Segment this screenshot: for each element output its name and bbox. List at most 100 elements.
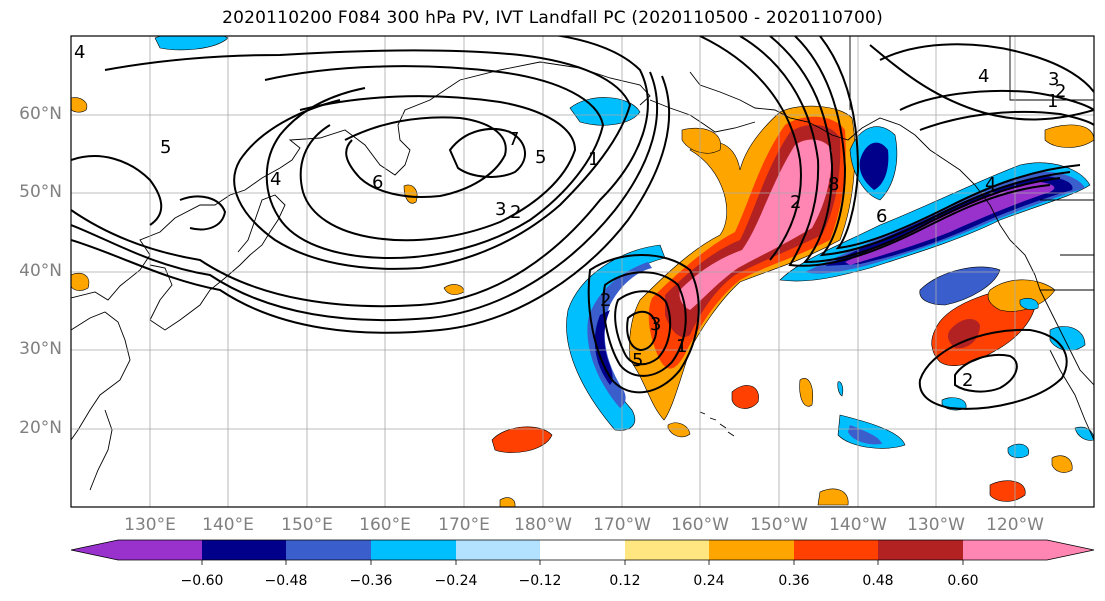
contour-14	[794, 36, 1071, 257]
contour-3	[71, 75, 670, 334]
contour-20	[587, 254, 700, 394]
contour-label: 5	[632, 350, 643, 371]
colorbar-swatch	[540, 540, 625, 560]
contour-10	[179, 195, 227, 231]
map-frame	[70, 35, 1095, 508]
contour-label: 2	[600, 290, 611, 311]
colorbar-label: 0.24	[693, 573, 725, 589]
lon-label-160w: 160°W	[671, 515, 729, 535]
contour-16	[869, 44, 1094, 121]
colorbar-label: 0.60	[947, 573, 979, 589]
blob-20n-small	[667, 422, 691, 438]
blob-west-60n	[71, 97, 88, 113]
negative-blob-140w	[919, 266, 1001, 306]
positive-blob-east-core	[947, 318, 980, 349]
lon-label-140e: 140°E	[202, 515, 254, 535]
contour-label: 2	[790, 192, 801, 213]
contour-4	[104, 49, 632, 270]
lon-label-170e: 170°E	[438, 515, 490, 535]
colorbar-label: 0.36	[778, 573, 810, 589]
contour-label: 2	[962, 370, 973, 391]
contour-1	[71, 36, 649, 308]
lat-label-20n: 20°N	[19, 418, 62, 438]
colorbar-swatch	[878, 540, 963, 560]
colorbar-label: −0.48	[264, 573, 308, 589]
contour-labels: 4 5 4 6 7 5 3 2 1 3 2 1 4 2 8 6 4 2 3 5 …	[74, 42, 1066, 391]
figure-title: 2020110200 F084 300 hPa PV, IVT Landfall…	[222, 8, 883, 28]
contour-label: 4	[270, 169, 281, 190]
colorbar-extend-left	[71, 540, 118, 560]
contour-label: 4	[978, 66, 989, 87]
lon-label-150e: 150°E	[281, 515, 333, 535]
lon-label-130w: 130°W	[907, 515, 965, 535]
blob-22n-170e	[491, 426, 553, 453]
colorbar-swatch	[709, 540, 794, 560]
colorbar	[70, 539, 1095, 565]
blob-neg-se	[1007, 443, 1029, 459]
contour-13	[769, 36, 1061, 264]
contour-label: 7	[508, 129, 519, 150]
colorbar-swatch	[202, 540, 286, 560]
blob-south-1	[989, 480, 1026, 502]
lon-label-120w: 120°W	[986, 515, 1044, 535]
blob-aleutian	[569, 97, 641, 126]
negative-anomaly-navy-north	[859, 142, 889, 190]
blob-south-2	[1051, 455, 1073, 473]
contour-label: 8	[828, 174, 839, 195]
contour-9	[71, 155, 163, 226]
colorbar-extend-right	[1047, 540, 1094, 560]
contour-5	[264, 65, 605, 260]
contour-label: 5	[160, 137, 171, 158]
lon-label-130e: 130°E	[124, 515, 176, 535]
colorbar-label: −0.36	[349, 573, 393, 589]
contour-17	[879, 43, 1094, 93]
blob-orange-170w	[681, 127, 721, 154]
coast-china	[71, 311, 131, 441]
colorbar-swatch	[371, 540, 456, 560]
lat-label-40n: 40°N	[19, 261, 62, 281]
contour-11	[699, 36, 802, 261]
contour-label: 1	[676, 336, 687, 357]
blob-25n-150w-b	[799, 378, 813, 407]
colorbar-label: −0.24	[434, 573, 478, 589]
graticule	[71, 36, 1094, 507]
colorbar-swatch	[118, 540, 202, 560]
coast-philippines	[89, 409, 113, 491]
contour-label: 5	[535, 147, 546, 168]
colorbar-swatch	[963, 540, 1047, 560]
pv-contours	[71, 36, 1094, 410]
contour-6	[299, 95, 577, 242]
coastlines	[71, 36, 1094, 491]
coast-hawaii	[699, 411, 735, 437]
contour-19	[919, 110, 1094, 131]
blob-neg-20n-core	[848, 425, 882, 445]
contour-21	[602, 271, 687, 377]
contour-label: 6	[876, 206, 887, 227]
contour-25	[954, 354, 1018, 393]
blob-25n-150w	[731, 385, 759, 409]
colorbar-label: 0.12	[609, 573, 641, 589]
colorbar-label: −0.12	[518, 573, 562, 589]
contour-label: 3	[650, 314, 661, 335]
colorbar-swatch	[625, 540, 709, 560]
coast-alaska	[689, 71, 1094, 386]
contour-label: 4	[985, 174, 996, 195]
contour-label: 3	[1048, 69, 1059, 90]
contour-label: 1	[1047, 91, 1058, 112]
colorbar-label: 0.48	[862, 573, 894, 589]
contour-15	[819, 36, 1081, 250]
colorbar-label: −0.60	[180, 573, 224, 589]
negative-crescent-navy	[594, 310, 613, 385]
contour-22	[614, 290, 672, 366]
blob-small-neg-140w	[837, 381, 844, 397]
contour-label: 4	[74, 42, 85, 63]
coast-mexico	[1049, 349, 1094, 441]
contour-label: 2	[1055, 81, 1066, 102]
contour-label: 3	[495, 199, 506, 220]
contour-18	[899, 89, 1094, 111]
contour-2	[71, 71, 658, 322]
contour-label: 2	[510, 202, 521, 223]
colorbar-swatch	[286, 540, 371, 560]
blob-south-4	[499, 497, 516, 507]
